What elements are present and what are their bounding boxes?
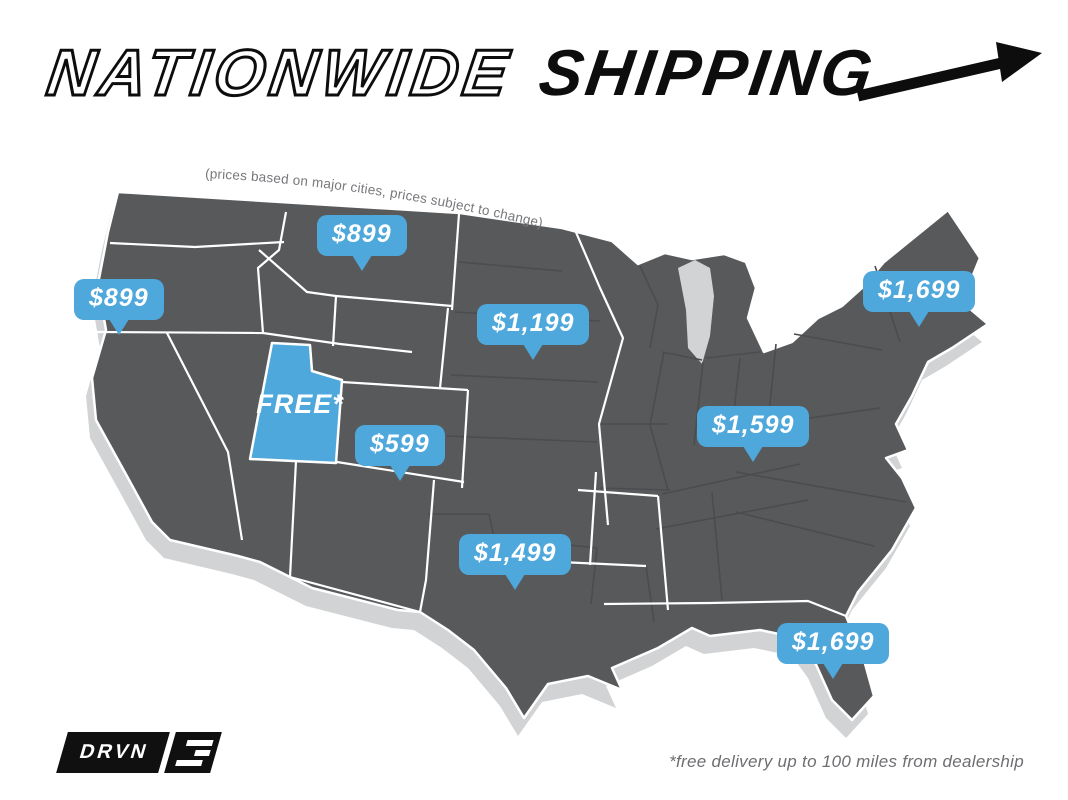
price-pin-florida: $1,699 <box>777 623 890 664</box>
price-pin-colorado: $599 <box>355 425 445 466</box>
bar-icon <box>175 759 204 766</box>
price-pin-texas: $1,499 <box>459 534 572 575</box>
title-outline-word: NATIONWIDE <box>41 35 518 111</box>
bar-icon <box>194 749 212 756</box>
price-pin-west-coast: $899 <box>74 279 164 320</box>
free-delivery-footnote: *free delivery up to 100 miles from deal… <box>669 752 1024 771</box>
page-title: NATIONWIDE SHIPPING <box>41 35 880 111</box>
arrow-up-right-icon <box>856 42 1042 102</box>
utah-free-state <box>248 341 344 465</box>
price-pin-kentucky: $1,599 <box>697 406 810 447</box>
title-solid-word: SHIPPING <box>534 36 880 109</box>
price-pin-northeast: $1,699 <box>863 271 976 312</box>
bar-icon <box>186 739 215 746</box>
lake-michigan <box>678 260 714 364</box>
price-pin-montana: $899 <box>317 215 407 256</box>
brand-logo: DRVN <box>56 732 223 773</box>
brand-wordmark: DRVN <box>56 732 171 773</box>
utah-free-label: FREE* <box>256 389 344 419</box>
price-pin-upper-midwest: $1,199 <box>477 304 590 345</box>
